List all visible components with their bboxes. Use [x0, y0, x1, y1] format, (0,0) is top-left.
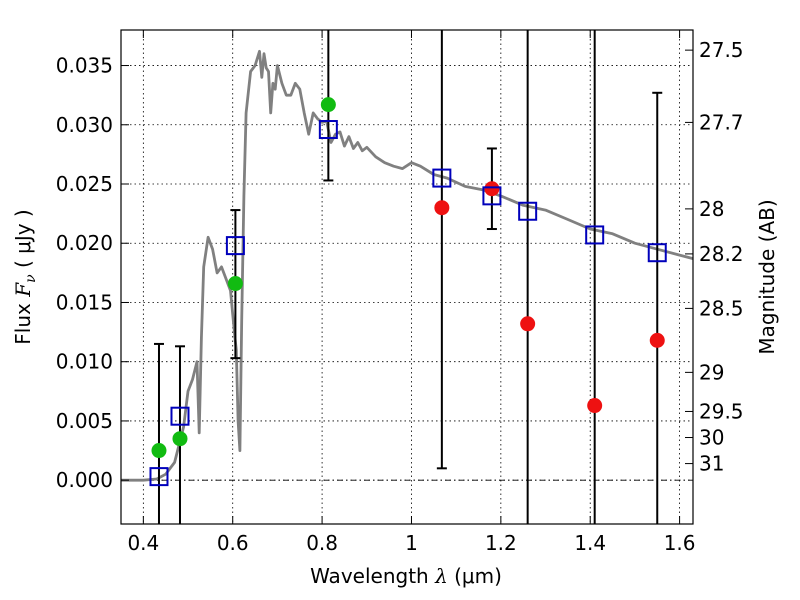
green-point [151, 443, 167, 459]
model-point-square [518, 201, 538, 221]
model-point-square [149, 467, 169, 487]
sed-model-line [121, 49, 694, 482]
model-point-square [432, 168, 452, 188]
y2-tick-label: 29 [699, 360, 724, 384]
x-axis-title: Wavelength λ (μm) [310, 564, 502, 588]
model-point-square [318, 120, 338, 140]
x-tick-label: 0.8 [306, 531, 338, 555]
red-point [484, 181, 500, 197]
grid [121, 30, 693, 524]
y-tick-label: 0.035 [56, 54, 113, 78]
x-tick-label: 1.4 [574, 531, 606, 555]
y2-tick-label: 27.7 [699, 110, 744, 134]
plot-frame [120, 29, 694, 525]
green-point [227, 276, 243, 292]
y2-tick-label: 28.5 [699, 296, 744, 320]
x-tick-label: 1.6 [664, 531, 696, 555]
y-axis-title: Flux Fν ( μJy ) [11, 209, 39, 344]
y2-tick-label: 27.5 [699, 38, 744, 62]
y-tick-label: 0.025 [56, 172, 113, 196]
y-tick-label: 0.020 [56, 231, 113, 255]
x-tick-label: 1.2 [485, 531, 517, 555]
y-tick-label: 0.015 [56, 290, 113, 314]
y-tick-label: 0.030 [56, 113, 113, 137]
green-point [320, 97, 336, 113]
data-points [149, 97, 667, 487]
model-point-square [482, 186, 502, 206]
axis-ticks: 0.4 0.6 0.8 1 1.2 1.4 1.6 0.000 0.005 0.010 0.015 0… [56, 30, 744, 555]
model-point-square [585, 225, 605, 245]
y-tick-label: 0.005 [56, 409, 113, 433]
error-bars [153, 30, 663, 524]
y2-axis-title: Magnitude (AB) [755, 199, 779, 354]
y2-tick-label: 28.2 [699, 242, 744, 266]
y2-tick-label: 31 [699, 452, 724, 476]
red-point [434, 200, 450, 216]
red-point [587, 398, 603, 414]
x-tick-label: 1 [405, 531, 418, 555]
model-point-square [225, 236, 245, 256]
y-tick-label: 0.000 [56, 468, 113, 492]
y2-tick-label: 28 [699, 197, 724, 221]
y2-tick-label: 29.5 [699, 399, 744, 423]
x-tick-label: 0.4 [127, 531, 159, 555]
red-point [649, 332, 665, 348]
green-point [172, 431, 188, 447]
model-point-square [647, 243, 667, 263]
y-tick-label: 0.010 [56, 350, 113, 374]
model-point-square [170, 406, 190, 426]
red-point [520, 316, 536, 332]
x-tick-label: 0.6 [217, 531, 249, 555]
y2-tick-label: 30 [699, 426, 724, 450]
